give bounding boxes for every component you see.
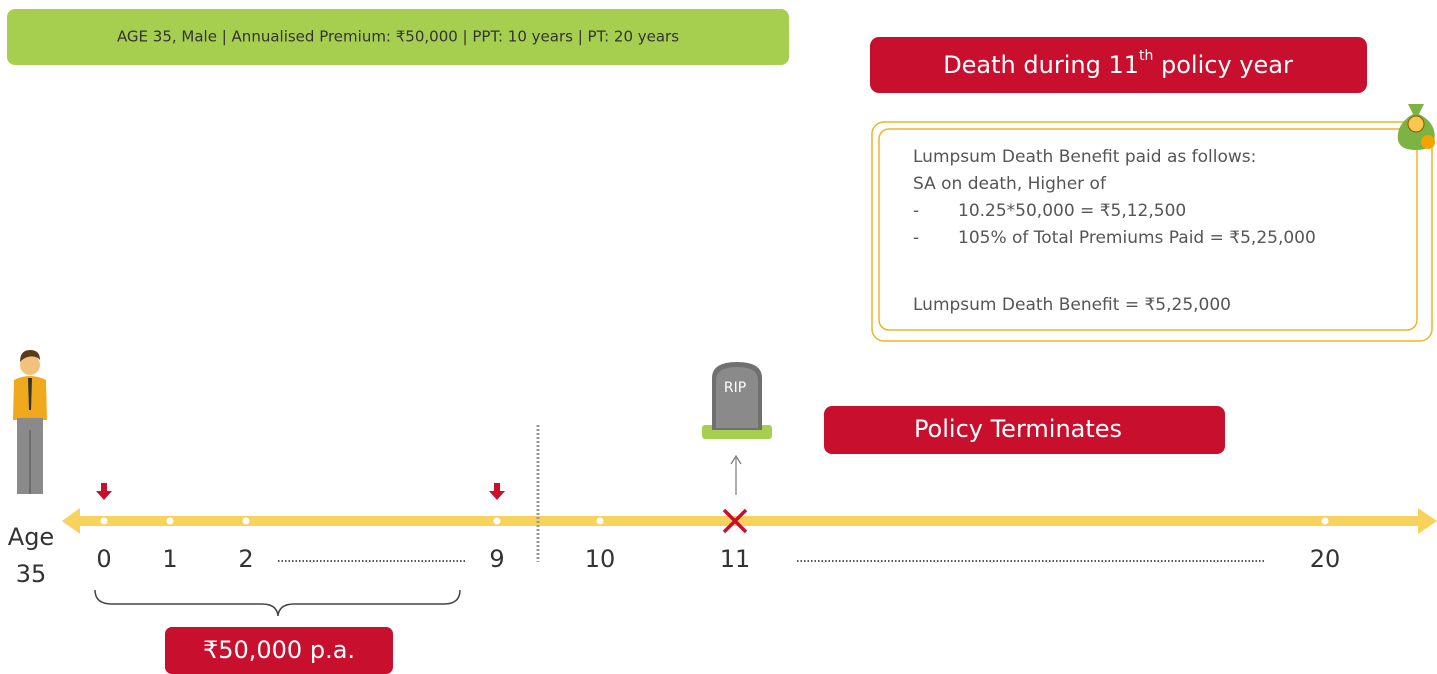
age-label: Age (8, 523, 54, 551)
timeline-label: 0 (96, 545, 111, 573)
premium-label: ₹50,000 p.a. (203, 636, 355, 664)
timeline-label: 11 (720, 545, 751, 573)
death-title: Death during 11th policy year (943, 48, 1293, 79)
option-text: 10.25*50,000 = ₹5,12,500 (958, 201, 1186, 221)
header-text: AGE 35, Male | Annualised Premium: ₹50,0… (117, 28, 679, 46)
money-bag-icon (1398, 104, 1435, 150)
timeline-label: 2 (238, 545, 253, 573)
option-marker: - (913, 228, 919, 248)
timeline-bar (72, 516, 1424, 526)
benefit-result: Lumpsum Death Benefit = ₹5,25,000 (913, 295, 1231, 315)
timeline-label: 1 (162, 545, 177, 573)
tombstone-icon (702, 362, 772, 439)
timeline-dot (1322, 518, 1329, 525)
option-marker: - (913, 201, 919, 221)
brace (95, 590, 460, 616)
timeline-dot (597, 518, 604, 525)
tombstone-label: RIP (724, 380, 746, 396)
age-value: 35 (16, 560, 47, 588)
option-text: 105% of Total Premiums Paid = ₹5,25,000 (958, 228, 1316, 248)
death-title-sup: th (1139, 48, 1153, 64)
timeline-label: 10 (585, 545, 616, 573)
diagram: AGE 35, Male | Annualised Premium: ₹50,0… (0, 0, 1437, 674)
benefit-intro: Lumpsum Death Benefit paid as follows: (913, 147, 1256, 167)
timeline-dot (494, 518, 501, 525)
timeline-label: 9 (489, 545, 504, 573)
timeline-dot (243, 518, 250, 525)
death-title-after: policy year (1153, 51, 1293, 79)
timeline-label: 20 (1310, 545, 1341, 573)
timeline-dot (101, 518, 108, 525)
timeline-dot (167, 518, 174, 525)
premium-arrow (96, 483, 112, 500)
timeline-arrow-right (1418, 508, 1437, 534)
death-title-before: Death during 11 (943, 51, 1139, 79)
timeline-arrow-left (62, 508, 80, 534)
page: AGE 35, Male | Annualised Premium: ₹50,0… (0, 0, 1437, 674)
termination-label: Policy Terminates (914, 415, 1122, 443)
premium-arrow (489, 483, 505, 500)
person-icon (13, 350, 47, 494)
benefit-rule: SA on death, Higher of (913, 174, 1107, 194)
